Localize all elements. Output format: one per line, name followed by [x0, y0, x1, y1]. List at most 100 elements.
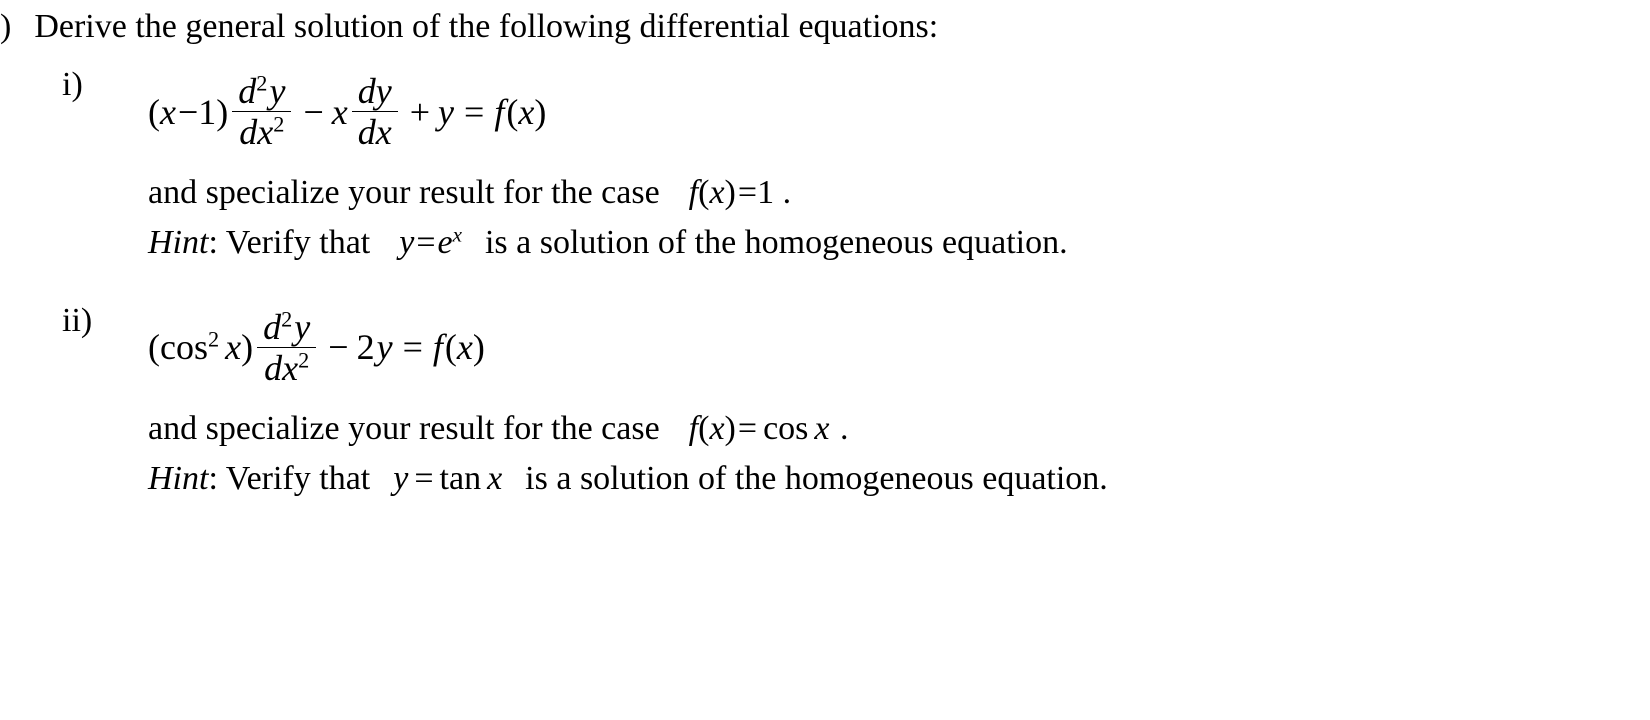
var-e: e — [438, 224, 453, 261]
var-x: x — [225, 327, 241, 367]
hint-label: Hint — [148, 460, 208, 497]
period: . — [840, 410, 849, 447]
hint-a: : Verify that — [208, 224, 370, 261]
fn-f: f — [689, 410, 698, 447]
pow-2: 2 — [281, 307, 292, 332]
f-of-x: f(x) — [494, 88, 546, 137]
var-y: y — [269, 71, 285, 111]
var-x: x — [332, 88, 348, 137]
paren-open: ( — [698, 174, 709, 211]
var-x: x — [376, 112, 392, 152]
pow-2: 2 — [256, 71, 267, 96]
equals-icon: = — [403, 323, 423, 372]
minus-icon: − — [328, 323, 348, 372]
equals-icon: = — [414, 460, 433, 497]
item-label-ii: ii) — [62, 298, 148, 502]
hint-i: Hint: Verify that y=ex is a solution of … — [148, 220, 1650, 266]
equals-icon: = — [416, 224, 435, 261]
equals-icon: = — [464, 88, 484, 137]
fn-cos: cos — [763, 410, 808, 447]
var-y: y — [438, 88, 454, 137]
equation-i: (x−1) d2y dx2 − x dy dx + y = f(x) — [148, 62, 1650, 162]
d-sym: d — [239, 112, 257, 152]
f-of-x: f(x) — [433, 323, 485, 372]
paren-close: ) — [216, 92, 228, 132]
item-label-i: i) — [62, 62, 148, 266]
hint-eq: y=tanx — [393, 460, 510, 497]
rhs: 1 — [757, 174, 774, 211]
hint-label: Hint — [148, 224, 208, 261]
d-sym: d — [263, 307, 281, 347]
d-sym: d — [358, 71, 376, 111]
var-x: x — [709, 410, 724, 447]
num-2: 2 — [357, 327, 375, 367]
item-body-ii: (cos2x) d2y dx2 − 2y = f(x) and speciali… — [148, 298, 1650, 502]
paren-open: ( — [698, 410, 709, 447]
hint-eq: y=ex — [399, 224, 470, 261]
intro-prefix: ) — [0, 8, 11, 45]
fn-cos: cos — [160, 327, 208, 367]
coef-group: (x−1) — [148, 88, 228, 137]
var-y: y — [376, 71, 392, 111]
sup-x: x — [453, 222, 462, 246]
hint-b: is a solution of the homogeneous equatio… — [525, 460, 1108, 497]
minus-icon: − — [303, 88, 323, 137]
hint-b: is a solution of the homogeneous equatio… — [485, 224, 1068, 261]
var-x: x — [814, 410, 829, 447]
item-i: i) (x−1) d2y dx2 − x dy dx + y = — [62, 62, 1650, 266]
fn-f: f — [433, 327, 443, 367]
frac-d2y-dx2: d2y dx2 — [257, 307, 316, 388]
var-x: x — [457, 327, 473, 367]
paren-close: ) — [473, 327, 485, 367]
spec-eq: f(x)=cosx — [689, 410, 838, 447]
equals-icon: = — [738, 174, 757, 211]
equation-ii: (cos2x) d2y dx2 − 2y = f(x) — [148, 298, 1650, 398]
specialize-i: and specialize your result for the case … — [148, 170, 1650, 216]
var-x: x — [282, 348, 298, 388]
minus-icon: − — [178, 92, 198, 132]
paren-open: ( — [445, 327, 457, 367]
specialize-text: and specialize your result for the case — [148, 174, 660, 211]
var-x: x — [709, 174, 724, 211]
var-x: x — [257, 112, 273, 152]
pow-2: 2 — [298, 348, 309, 373]
d-sym: d — [358, 112, 376, 152]
hint-a: : Verify that — [208, 460, 370, 497]
intro-text: Derive the general solution of the follo… — [34, 8, 938, 45]
var-y: y — [399, 224, 414, 261]
paren-open: ( — [506, 92, 518, 132]
period: . — [783, 174, 792, 211]
specialize-ii: and specialize your result for the case … — [148, 406, 1650, 452]
d-sym: d — [238, 71, 256, 111]
paren-open: ( — [148, 327, 160, 367]
spec-eq: f(x)=1 — [689, 174, 783, 211]
pow-2: 2 — [273, 112, 284, 137]
var-y: y — [294, 307, 310, 347]
frac-d2y-dx2: d2y dx2 — [232, 71, 291, 152]
var-x: x — [518, 92, 534, 132]
coef-group: (cos2x) — [148, 323, 253, 372]
hint-ii: Hint: Verify that y=tanx is a solution o… — [148, 456, 1650, 502]
equals-icon: = — [738, 410, 757, 447]
frac-dy-dx: dy dx — [352, 71, 398, 152]
fn-f: f — [689, 174, 698, 211]
fn-tan: tan — [440, 460, 482, 497]
problem-block: ) Derive the general solution of the fol… — [0, 0, 1650, 501]
item-body-i: (x−1) d2y dx2 − x dy dx + y = f(x) — [148, 62, 1650, 266]
var-x: x — [487, 460, 502, 497]
plus-icon: + — [410, 88, 430, 137]
num-1: 1 — [198, 92, 216, 132]
paren-close: ) — [241, 327, 253, 367]
pow-2: 2 — [208, 327, 219, 352]
var-y: y — [393, 460, 408, 497]
paren-close: ) — [534, 92, 546, 132]
d-sym: d — [264, 348, 282, 388]
specialize-text: and specialize your result for the case — [148, 410, 660, 447]
var-x: x — [160, 92, 176, 132]
fn-f: f — [494, 92, 504, 132]
intro-line: ) Derive the general solution of the fol… — [0, 4, 1650, 50]
paren-close: ) — [725, 410, 736, 447]
paren-open: ( — [148, 92, 160, 132]
item-ii: ii) (cos2x) d2y dx2 − 2y = f(x) and spec… — [62, 298, 1650, 502]
paren-close: ) — [725, 174, 736, 211]
